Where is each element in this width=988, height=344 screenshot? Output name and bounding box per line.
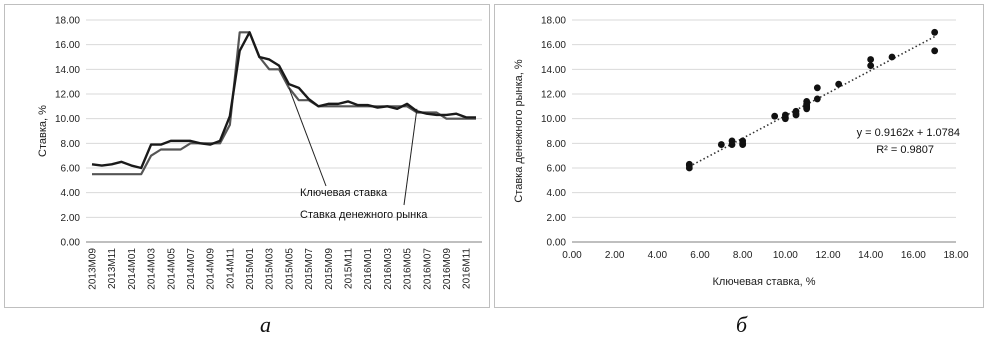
- scatter-point: [867, 62, 875, 70]
- scatter-point: [803, 101, 811, 109]
- x-tick-label-b: 4.00: [648, 250, 668, 261]
- y-tick-label-a: 4.00: [61, 188, 81, 199]
- x-tick-label-a: 2014M01: [127, 248, 138, 290]
- y-tick-label-b: 16.00: [541, 40, 566, 51]
- key-rate-line: [92, 31, 476, 176]
- annotation-key-rate: Ключевая ставка: [300, 187, 388, 199]
- x-tick-label-a: 2016M11: [462, 248, 473, 289]
- y-tick-label-b: 14.00: [541, 65, 566, 76]
- scatter-point: [835, 80, 843, 88]
- money-market-rate-line: [91, 31, 476, 170]
- y-tick-label-b: 0.00: [547, 238, 567, 249]
- x-tick-label-a: 2013M11: [107, 248, 118, 289]
- scatter-point: [685, 164, 693, 172]
- y-tick-label-b: 10.00: [541, 114, 566, 125]
- panel-caption-a: а: [260, 312, 271, 337]
- y-tick-label-a: 6.00: [61, 164, 81, 175]
- x-tick-label-b: 16.00: [901, 250, 926, 261]
- x-tick-label-a: 2016M01: [363, 248, 374, 290]
- scatter-point: [717, 141, 725, 148]
- x-tick-label-a: 2016M03: [383, 248, 394, 290]
- y-tick-label-a: 14.00: [55, 65, 80, 76]
- x-tick-label-a: 2016M07: [422, 248, 433, 290]
- scatter-point: [813, 84, 821, 92]
- x-tick-label-b: 6.00: [690, 250, 710, 261]
- trendline-equation: y = 0.9162x + 1.0784: [857, 127, 960, 139]
- y-tick-label-a: 12.00: [55, 90, 80, 101]
- x-tick-label-b: 0.00: [562, 250, 582, 261]
- y-tick-label-b: 4.00: [547, 188, 567, 199]
- x-tick-label-b: 10.00: [773, 250, 798, 261]
- y-tick-label-a: 8.00: [61, 139, 81, 150]
- x-tick-label-b: 12.00: [815, 250, 840, 261]
- annotation-leader-money: [403, 108, 418, 206]
- y-tick-label-b: 2.00: [547, 213, 567, 224]
- y-tick-label-a: 0.00: [61, 238, 81, 249]
- y-tick-label-a: 18.00: [55, 16, 80, 27]
- scatter-point: [771, 112, 779, 120]
- x-tick-label-a: 2014M11: [225, 248, 236, 289]
- scatter-point: [931, 47, 939, 55]
- chart-a-frame: [4, 4, 490, 308]
- scatter-point: [792, 111, 800, 119]
- y-axis-title-a: Ставка, %: [37, 105, 49, 157]
- x-tick-label-a: 2015M05: [284, 248, 295, 290]
- x-tick-label-b: 2.00: [605, 250, 625, 261]
- scatter-point: [781, 115, 789, 123]
- x-tick-label-a: 2014M05: [166, 248, 177, 290]
- y-axis-title-b: Ставка денежного рынка, %: [513, 59, 525, 203]
- x-tick-label-b: 18.00: [943, 250, 968, 261]
- scatter-point: [739, 141, 747, 148]
- x-tick-label-a: 2015M07: [304, 248, 315, 290]
- scatter-point: [728, 137, 736, 145]
- x-tick-label-a: 2015M11: [344, 248, 355, 289]
- x-tick-label-a: 2016M05: [403, 248, 414, 290]
- chart-b-frame: [494, 4, 984, 308]
- x-tick-label-a: 2015M09: [324, 248, 335, 290]
- x-tick-label-a: 2014M09: [206, 248, 217, 290]
- scatter-point: [931, 28, 939, 36]
- x-tick-label-a: 2015M01: [245, 248, 256, 290]
- x-tick-label-a: 2015M03: [265, 248, 276, 290]
- y-tick-label-b: 6.00: [547, 164, 567, 175]
- annotation-leader-key: [288, 87, 327, 187]
- r-squared-label: R² = 0.9807: [876, 144, 934, 156]
- x-tick-label-b: 8.00: [733, 250, 753, 261]
- x-axis-title-b: Ключевая ставка, %: [713, 276, 816, 288]
- y-tick-label-a: 10.00: [55, 114, 80, 125]
- x-tick-label-a: 2014M03: [147, 248, 158, 290]
- x-tick-label-a: 2013M09: [88, 248, 99, 290]
- y-tick-label-a: 2.00: [61, 213, 81, 224]
- y-tick-label-b: 8.00: [547, 139, 567, 150]
- x-tick-label-a: 2014M07: [186, 248, 197, 290]
- panel-caption-b: б: [736, 312, 748, 337]
- scatter-point: [867, 56, 875, 63]
- scatter-point: [888, 53, 896, 61]
- x-tick-label-b: 14.00: [858, 250, 883, 261]
- scatter-point: [813, 95, 821, 103]
- y-tick-label-b: 12.00: [541, 90, 566, 101]
- y-tick-label-b: 18.00: [541, 16, 566, 27]
- annotation-money-market-rate: Ставка денежного рынка: [300, 209, 428, 221]
- x-tick-label-a: 2016M09: [442, 248, 453, 290]
- y-tick-label-a: 16.00: [55, 40, 80, 51]
